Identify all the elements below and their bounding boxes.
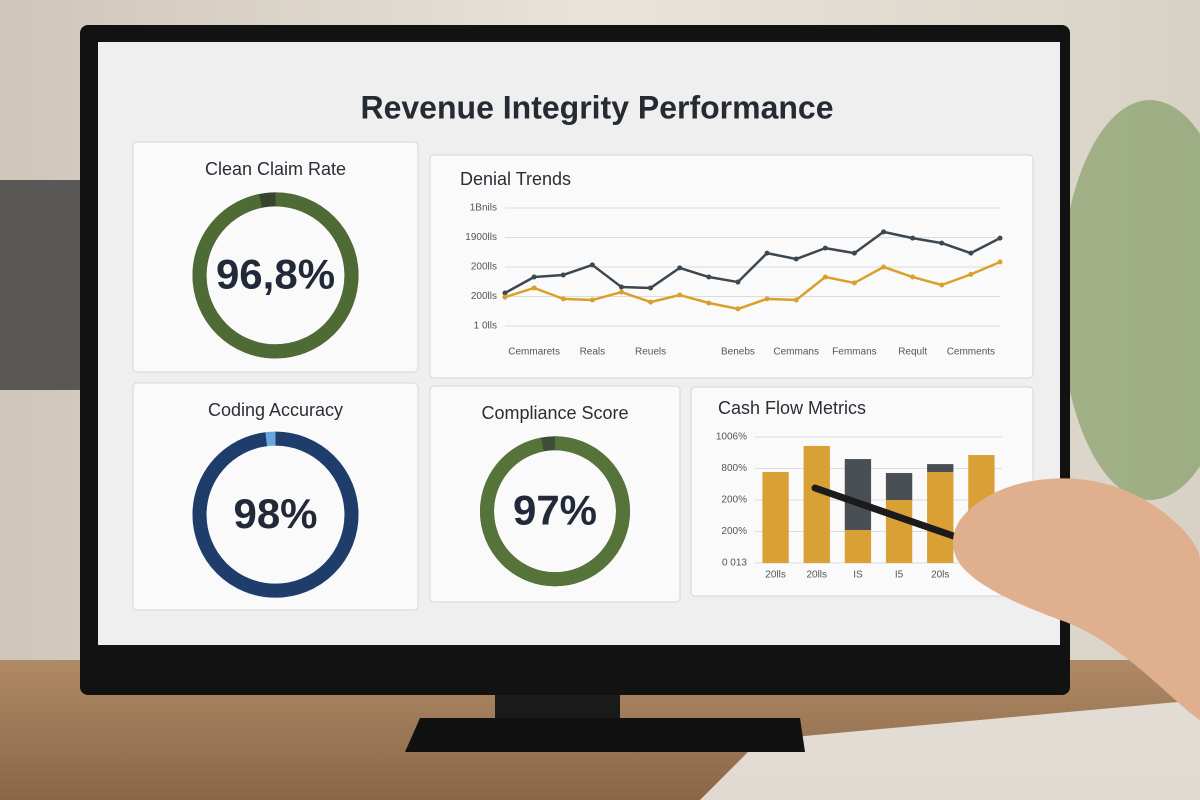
line-series	[504, 230, 1001, 295]
y-tick-label: 200%	[721, 495, 747, 506]
y-tick-label: 200%	[721, 526, 747, 537]
y-tick-label: 1900lls	[465, 232, 497, 243]
line-point	[735, 306, 741, 312]
gauge-arc	[192, 192, 359, 359]
panel-title: Denial Trends	[460, 169, 571, 189]
line-point	[822, 274, 828, 280]
line-point	[910, 235, 916, 241]
line-point	[531, 285, 537, 291]
line-point	[531, 274, 537, 280]
line-series	[504, 260, 1001, 311]
y-tick-label: 0 013	[722, 558, 747, 569]
x-tick-label: Cemmarets	[508, 347, 560, 358]
plant	[1060, 100, 1200, 500]
monitor-base	[405, 718, 805, 752]
x-tick-label: Reuels	[635, 347, 666, 358]
panel-title: Coding Accuracy	[208, 400, 343, 420]
pen	[811, 484, 969, 544]
bar	[803, 445, 830, 563]
line-point	[939, 240, 945, 246]
x-tick-label: Cemments	[947, 347, 995, 358]
line-point	[706, 274, 712, 280]
hand	[811, 478, 1200, 720]
line-point	[677, 265, 683, 271]
gauge-arc	[480, 436, 630, 587]
bar	[885, 500, 913, 563]
hand-shape	[953, 478, 1200, 720]
y-tick-label: 200lls	[471, 262, 497, 273]
x-tick-label: IS	[853, 570, 863, 581]
line-point	[560, 296, 566, 302]
y-tick-label: 1Bnils	[470, 203, 497, 214]
gauge-value: 96,8%	[216, 250, 335, 297]
line-point	[618, 289, 624, 295]
panel-title: Compliance Score	[481, 403, 628, 423]
line-point	[822, 245, 828, 251]
dashboard-title: Revenue Integrity Performance	[360, 89, 833, 125]
line-point	[648, 299, 654, 305]
line-point	[764, 296, 770, 302]
line-point	[793, 256, 799, 262]
gauge-value: 97%	[513, 486, 597, 533]
line-point	[502, 290, 508, 296]
gauge-value: 98%	[233, 490, 317, 537]
y-tick-label: 1 0lls	[474, 321, 497, 332]
panel-title: Clean Claim Rate	[205, 159, 346, 179]
y-tick-label: 200lls	[471, 291, 497, 302]
line-point	[997, 235, 1003, 241]
x-tick-label: 20lls	[765, 570, 786, 581]
x-tick-label: Reqult	[898, 347, 927, 358]
line-point	[881, 264, 887, 270]
dashboard: Clean Claim Rate 96,8% Denial Trends 1 0lls…	[132, 141, 1034, 611]
line-point	[648, 285, 654, 291]
background-shelf	[0, 180, 85, 390]
x-tick-label: I5	[895, 570, 904, 581]
line-point	[735, 279, 741, 285]
papers	[700, 700, 1200, 800]
line-point	[881, 229, 887, 235]
line-point	[706, 300, 712, 306]
line-point	[968, 250, 974, 256]
x-tick-label: Reals	[580, 347, 606, 358]
x-tick-label: 20lls	[806, 570, 827, 581]
line-point	[851, 250, 857, 256]
line-point	[997, 259, 1003, 265]
bar	[927, 464, 954, 473]
line-point	[968, 271, 974, 277]
bar	[762, 472, 789, 563]
bar	[927, 472, 954, 563]
line-point	[910, 274, 916, 280]
line-point	[939, 282, 945, 288]
y-tick-label: 1006%	[716, 432, 747, 443]
bar	[844, 459, 872, 530]
line-point	[560, 272, 566, 278]
line-point	[851, 280, 857, 286]
x-tick-label: Benebs	[721, 347, 755, 358]
x-tick-label: 20ls	[931, 570, 949, 581]
x-tick-label: Femmans	[832, 347, 876, 358]
line-point	[502, 294, 508, 300]
line-point	[618, 284, 624, 290]
line-point	[793, 297, 799, 303]
panel-title: Cash Flow Metrics	[718, 398, 866, 418]
line-point	[764, 250, 770, 256]
bar	[844, 529, 872, 563]
line-point	[589, 262, 595, 268]
bar	[885, 473, 913, 500]
y-tick-label: 800%	[721, 463, 747, 474]
line-point	[677, 292, 683, 298]
x-tick-label: Cemmans	[773, 347, 819, 358]
gauge-arc	[192, 431, 359, 598]
line-point	[589, 297, 595, 303]
